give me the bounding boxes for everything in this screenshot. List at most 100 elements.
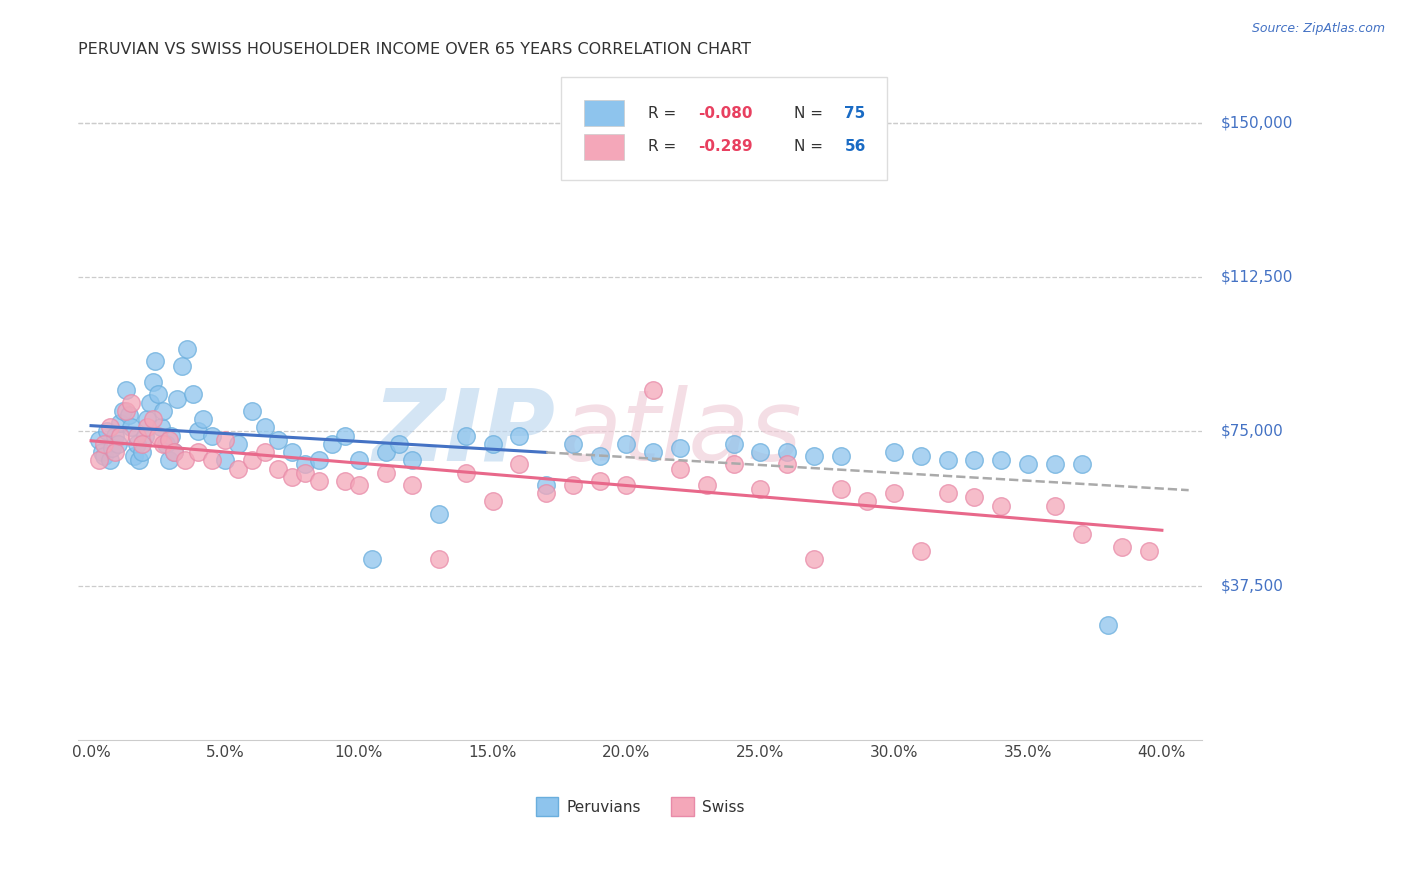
- Point: [910, 449, 932, 463]
- Point: [125, 428, 148, 442]
- Text: R =: R =: [648, 139, 681, 154]
- Point: [1137, 544, 1160, 558]
- Point: [240, 453, 263, 467]
- Point: [96, 425, 118, 439]
- Point: [136, 420, 159, 434]
- Point: [142, 375, 165, 389]
- Point: [112, 404, 135, 418]
- Point: [267, 433, 290, 447]
- Text: $37,500: $37,500: [1220, 578, 1284, 593]
- Point: [308, 474, 330, 488]
- Text: R =: R =: [648, 106, 681, 120]
- Point: [454, 466, 477, 480]
- Point: [1097, 618, 1119, 632]
- Point: [776, 458, 799, 472]
- Point: [114, 384, 136, 398]
- Point: [936, 453, 959, 467]
- Text: atlas: atlas: [561, 385, 803, 482]
- Point: [163, 445, 186, 459]
- Point: [157, 433, 180, 447]
- Point: [110, 428, 132, 442]
- Point: [749, 445, 772, 459]
- Point: [696, 478, 718, 492]
- Point: [910, 544, 932, 558]
- Point: [481, 437, 503, 451]
- Point: [93, 437, 115, 451]
- Point: [427, 552, 450, 566]
- Text: Source: ZipAtlas.com: Source: ZipAtlas.com: [1251, 22, 1385, 36]
- Point: [990, 453, 1012, 467]
- Point: [267, 461, 290, 475]
- Point: [723, 458, 745, 472]
- Point: [120, 395, 142, 409]
- Point: [170, 359, 193, 373]
- Point: [98, 420, 121, 434]
- Point: [776, 445, 799, 459]
- Point: [226, 437, 249, 451]
- Point: [883, 445, 905, 459]
- Point: [193, 412, 215, 426]
- Point: [114, 404, 136, 418]
- Text: ZIP: ZIP: [373, 385, 555, 482]
- Point: [643, 445, 665, 459]
- Point: [669, 461, 692, 475]
- Point: [152, 404, 174, 418]
- Point: [214, 433, 236, 447]
- Point: [166, 392, 188, 406]
- Point: [176, 342, 198, 356]
- FancyBboxPatch shape: [583, 134, 623, 160]
- Point: [125, 437, 148, 451]
- Point: [883, 486, 905, 500]
- Point: [401, 453, 423, 467]
- Point: [561, 437, 583, 451]
- Point: [335, 428, 357, 442]
- Point: [142, 412, 165, 426]
- Point: [936, 486, 959, 500]
- Text: -0.289: -0.289: [699, 139, 754, 154]
- Point: [830, 482, 852, 496]
- Point: [87, 453, 110, 467]
- Point: [134, 428, 156, 442]
- Legend: Peruvians, Swiss: Peruvians, Swiss: [530, 791, 751, 822]
- Point: [98, 453, 121, 467]
- Point: [122, 449, 145, 463]
- Point: [803, 449, 825, 463]
- Point: [226, 461, 249, 475]
- Point: [508, 428, 530, 442]
- Point: [187, 445, 209, 459]
- Text: 75: 75: [845, 106, 866, 120]
- Point: [152, 437, 174, 451]
- Point: [294, 466, 316, 480]
- Point: [163, 445, 186, 459]
- Point: [508, 458, 530, 472]
- Point: [120, 420, 142, 434]
- Point: [616, 437, 638, 451]
- Point: [534, 486, 557, 500]
- Point: [1070, 458, 1092, 472]
- Point: [181, 387, 204, 401]
- Point: [173, 453, 195, 467]
- Point: [347, 478, 370, 492]
- Point: [146, 387, 169, 401]
- Point: [427, 507, 450, 521]
- Text: 56: 56: [845, 139, 866, 154]
- Text: $150,000: $150,000: [1220, 115, 1294, 130]
- Point: [1070, 527, 1092, 541]
- Point: [335, 474, 357, 488]
- Point: [856, 494, 879, 508]
- Point: [254, 445, 277, 459]
- Text: $112,500: $112,500: [1220, 269, 1294, 285]
- Point: [321, 437, 343, 451]
- Point: [723, 437, 745, 451]
- Point: [187, 425, 209, 439]
- Point: [1017, 458, 1039, 472]
- Point: [830, 449, 852, 463]
- Text: N =: N =: [794, 139, 828, 154]
- Point: [1111, 540, 1133, 554]
- Text: PERUVIAN VS SWISS HOUSEHOLDER INCOME OVER 65 YEARS CORRELATION CHART: PERUVIAN VS SWISS HOUSEHOLDER INCOME OVE…: [77, 42, 751, 57]
- Point: [963, 453, 986, 467]
- Point: [616, 478, 638, 492]
- Point: [117, 408, 139, 422]
- Point: [990, 499, 1012, 513]
- Point: [294, 458, 316, 472]
